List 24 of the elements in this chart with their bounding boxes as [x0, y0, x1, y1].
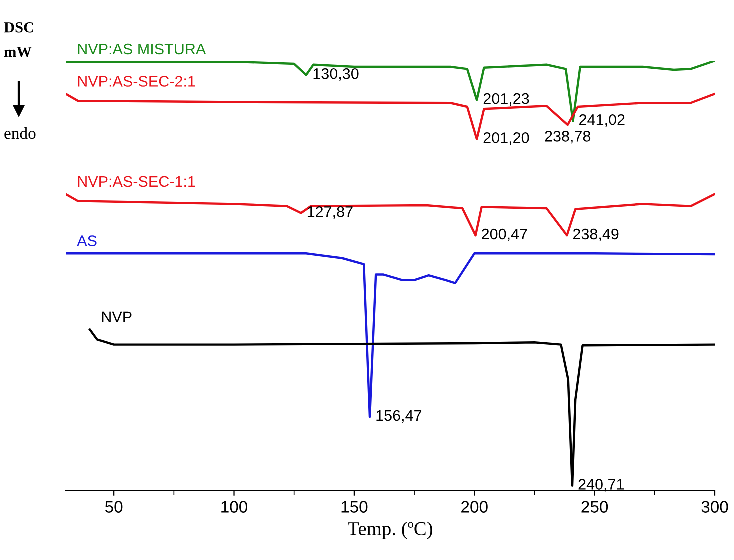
text: endo: [4, 127, 36, 140]
x-axis-title: Temp. (ºC): [348, 522, 432, 540]
x-tick-label: 300: [702, 501, 728, 513]
annotation: 201,23: [484, 93, 530, 106]
series-label: NVP:AS MISTURA: [78, 44, 206, 55]
annotation: 238,78: [545, 131, 591, 144]
x-tick-label: 50: [105, 501, 123, 513]
x-tick-label: 150: [342, 501, 368, 513]
series-label: NVP:AS-SEC-2:1: [78, 76, 196, 87]
x-tick-label: 250: [582, 501, 608, 513]
annotation: 127,87: [308, 206, 353, 220]
annotation: 238,49: [573, 228, 619, 242]
annotation: 130,30: [314, 68, 359, 82]
x-tick-label: 200: [462, 501, 488, 513]
annotation: 201,20: [484, 132, 530, 146]
x-tick-label: 100: [222, 501, 248, 513]
annotation: 156,47: [376, 410, 422, 423]
series-label: NVP: [102, 312, 132, 322]
annotation: 241,02: [580, 114, 625, 128]
annotation: 240,71: [578, 479, 624, 492]
annotation: 200,47: [482, 228, 528, 242]
series-label: NVP:AS-SEC-1:1: [78, 176, 196, 188]
series-label: AS: [77, 236, 97, 246]
y-axis-title: DSC mW: [4, 22, 34, 58]
